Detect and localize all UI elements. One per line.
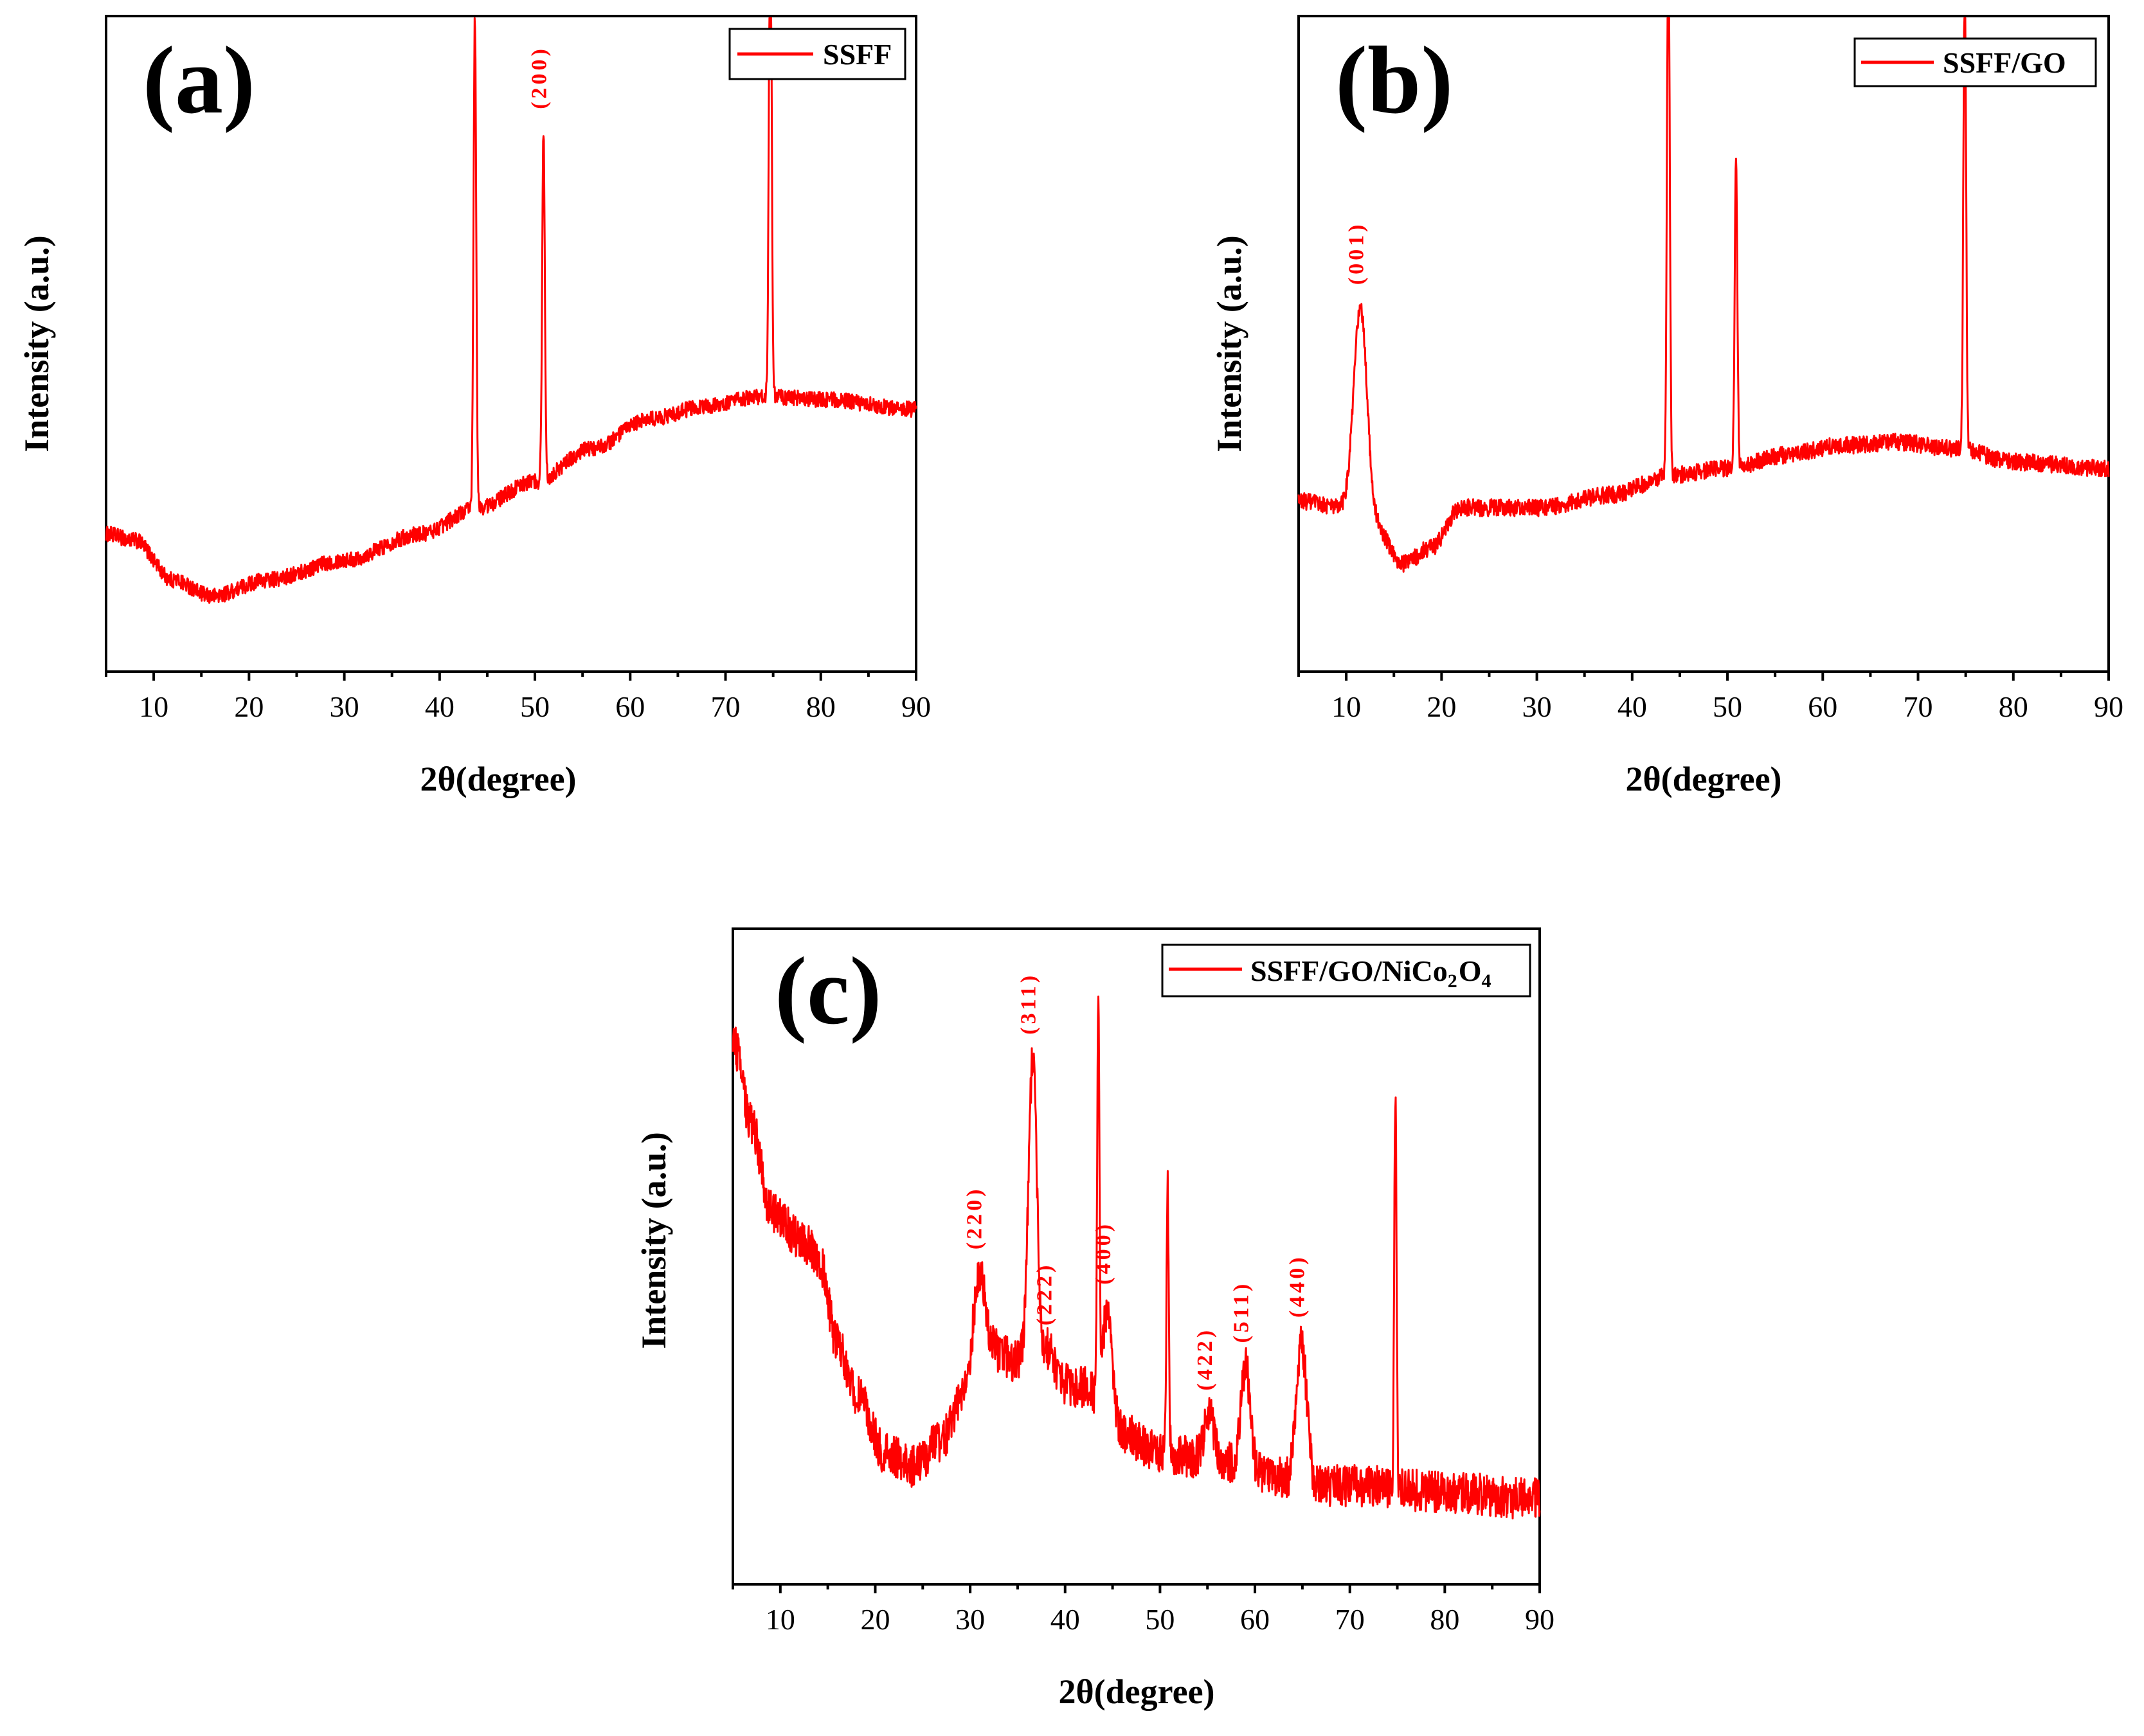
plot-frame <box>732 927 1541 1586</box>
x-tick-label: 20 <box>234 690 264 723</box>
x-tick-label: 10 <box>766 1603 795 1636</box>
panel-a: 10 20 30 40 50 60 70 80 90 (111)(200)(220) (a) S… <box>17 15 931 798</box>
x-tick-label: 90 <box>2094 690 2123 723</box>
x-tick-label: 90 <box>1525 1603 1554 1636</box>
plot-frame <box>1297 15 2110 673</box>
peak-labels: (220) (311) (222) (400) (422) (511) (440) <box>962 972 1309 1391</box>
legend-label-mid: O <box>1459 954 1482 987</box>
x-tick-label: 20 <box>1427 690 1456 723</box>
x-tick-label: 80 <box>806 690 836 723</box>
legend-label: SSFF/GO/NiCo2O4 <box>1250 954 1491 992</box>
x-tick-label: 10 <box>139 690 168 723</box>
x-tick-label: 30 <box>955 1603 985 1636</box>
series-line-ssff-go <box>1297 17 2110 573</box>
peak-label: (222) <box>1033 1262 1057 1326</box>
x-ticks: 10 20 30 40 50 60 70 80 90 <box>1297 672 2123 723</box>
x-ticks: 10 20 30 40 50 60 70 80 90 <box>732 1584 1554 1636</box>
x-tick-label: 60 <box>1808 690 1837 723</box>
legend: SSFF/GO/NiCo2O4 <box>1161 944 1531 998</box>
x-tick-label: 70 <box>1904 690 1933 723</box>
x-tick-label: 40 <box>425 690 455 723</box>
series-line-ssff <box>105 17 917 604</box>
legend-label: SSFF/GO <box>1943 46 2066 79</box>
peak-labels: (001) <box>1344 222 1368 285</box>
series-line-ssff-go-nico2o4 <box>732 996 1541 1519</box>
x-ticks: 10 20 30 40 50 60 70 80 90 <box>105 672 931 723</box>
legend: SSFF <box>728 28 906 80</box>
x-tick-label: 60 <box>1240 1603 1270 1636</box>
x-tick-label: 50 <box>520 690 550 723</box>
peak-label: (400) <box>1092 1221 1115 1285</box>
legend-label-main: SSFF/GO/NiCo <box>1250 954 1448 987</box>
panel-b: 10 20 30 40 50 60 70 80 90 (001) (b) SSFF/GO Int… <box>1210 15 2123 798</box>
panel-label: (a) <box>143 27 255 134</box>
peak-label: (220) <box>962 1186 986 1250</box>
peak-label: (001) <box>1344 222 1368 285</box>
x-axis-title: 2θ(degree) <box>1058 1672 1214 1711</box>
peak-labels: (111)(200)(220) <box>527 46 551 109</box>
legend-label-sub1: 2 <box>1448 971 1457 992</box>
x-tick-label: 80 <box>1999 690 2028 723</box>
legend-label: SSFF <box>823 38 892 71</box>
x-tick-label: 30 <box>1522 690 1552 723</box>
peak-label: (422) <box>1193 1327 1217 1391</box>
peak-label: (440) <box>1285 1254 1309 1318</box>
x-tick-label: 10 <box>1331 690 1361 723</box>
panel-label: (c) <box>775 938 881 1044</box>
x-tick-label: 20 <box>860 1603 890 1636</box>
x-axis-title: 2θ(degree) <box>420 760 576 798</box>
x-tick-label: 40 <box>1617 690 1647 723</box>
panel-label: (b) <box>1335 27 1453 134</box>
x-tick-label: 80 <box>1430 1603 1459 1636</box>
x-tick-label: 50 <box>1713 690 1742 723</box>
x-tick-label: 50 <box>1145 1603 1175 1636</box>
peak-label: (511) <box>1229 1281 1253 1343</box>
panel-c: 10 20 30 40 50 60 70 80 90 (220)(311)(222)(400)(… <box>635 927 1554 1711</box>
x-tick-label: 60 <box>615 690 645 723</box>
x-tick-label: 70 <box>1335 1603 1365 1636</box>
plot-frame <box>105 15 917 673</box>
y-axis-title: Intensity (a.u.) <box>1210 235 1248 452</box>
x-tick-label: 90 <box>901 690 931 723</box>
x-tick-label: 30 <box>330 690 359 723</box>
y-axis-title: Intensity (a.u.) <box>635 1132 673 1349</box>
peak-label: (311) <box>1017 972 1041 1035</box>
legend: SSFF/GO <box>1853 37 2097 87</box>
peak-label: (200) <box>527 46 551 109</box>
legend-label-sub2: 4 <box>1482 971 1491 992</box>
x-tick-label: 70 <box>711 690 741 723</box>
y-axis-title: Intensity (a.u.) <box>17 235 56 452</box>
x-axis-title: 2θ(degree) <box>1625 760 1781 798</box>
x-tick-label: 40 <box>1050 1603 1080 1636</box>
